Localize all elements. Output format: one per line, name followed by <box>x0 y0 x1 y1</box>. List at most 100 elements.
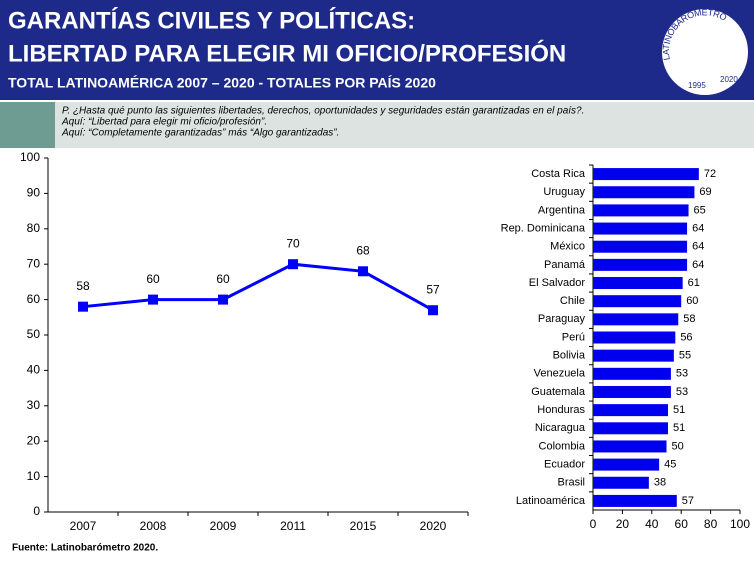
value-label: 57 <box>682 495 694 507</box>
y-tick-label: Ecuador <box>544 459 585 471</box>
bar <box>593 204 689 217</box>
value-label: 60 <box>146 272 160 286</box>
subtitle: TOTAL LATINOAMÉRICA 2007 – 2020 - TOTALE… <box>8 75 436 91</box>
source: Fuente: Latinobarómetro 2020. <box>12 543 158 554</box>
value-label: 68 <box>356 243 370 257</box>
bar <box>593 494 677 507</box>
y-tick-label: 50 <box>27 327 41 341</box>
y-tick-label: Costa Rica <box>531 168 586 180</box>
value-label: 64 <box>692 259 704 271</box>
x-tick-label: 0 <box>590 517 597 531</box>
y-tick-label: Panamá <box>544 259 586 271</box>
value-label: 50 <box>672 440 684 452</box>
value-label: 51 <box>673 422 685 434</box>
x-tick-label: 80 <box>704 517 718 531</box>
y-tick-label: Argentina <box>538 204 586 216</box>
logo-mark: MR <box>738 88 748 94</box>
x-tick-label: 2015 <box>350 519 377 533</box>
y-tick-label: Chile <box>560 295 585 307</box>
bar <box>593 367 671 380</box>
marker <box>358 266 368 277</box>
y-tick-label: 60 <box>27 292 41 306</box>
bar <box>593 349 674 362</box>
question-line: Aquí: “Libertad para elegir mi oficio/pr… <box>61 117 267 128</box>
value-label: 65 <box>694 204 706 216</box>
bar <box>593 258 688 271</box>
value-label: 53 <box>676 386 688 398</box>
bar <box>593 458 660 471</box>
y-tick-label: 10 <box>27 469 41 483</box>
y-tick-label: Bolivia <box>553 350 586 362</box>
value-label: 53 <box>676 368 688 380</box>
y-tick-label: 40 <box>27 363 41 377</box>
y-tick-label: Colombia <box>539 440 586 452</box>
line <box>82 262 434 312</box>
value-label: 72 <box>704 168 716 180</box>
x-tick-label: 2020 <box>420 519 447 533</box>
value-label: 57 <box>426 282 440 296</box>
logo-circle <box>660 7 750 97</box>
x-tick-label: 100 <box>730 517 750 531</box>
question-band <box>55 102 754 148</box>
bar <box>593 186 695 199</box>
value-label: 70 <box>286 236 300 250</box>
y-tick-label: Venezuela <box>534 368 586 380</box>
y-tick-label: Latinoamérica <box>516 495 586 507</box>
header-band <box>0 0 754 100</box>
bar <box>593 313 679 326</box>
value-label: 58 <box>76 279 90 293</box>
marker <box>78 301 88 312</box>
y-tick-label: 70 <box>27 256 41 270</box>
value-label: 38 <box>654 477 666 489</box>
y-tick-label: Perú <box>562 331 585 343</box>
y-tick-label: 20 <box>27 433 41 447</box>
x-tick-label: 2008 <box>140 519 167 533</box>
x-tick-label: 20 <box>616 517 630 531</box>
y-tick-label: Uruguay <box>543 186 585 198</box>
value-label: 60 <box>216 272 230 286</box>
y-tick-label: 30 <box>27 398 41 412</box>
bar <box>593 331 676 344</box>
value-label: 55 <box>679 350 691 362</box>
y-tick-label: Nicaragua <box>535 422 586 434</box>
marker <box>148 294 158 305</box>
y-tick-label: Honduras <box>537 404 585 416</box>
bar <box>593 385 671 398</box>
value-label: 45 <box>664 459 676 471</box>
logo: LATINOBARÓMETRO 1995 2020 MR <box>660 7 750 97</box>
title-line: GARANTÍAS CIVILES Y POLÍTICAS: <box>8 6 415 34</box>
y-tick-label: El Salvador <box>529 277 586 289</box>
logo-year: 2020 <box>720 75 738 84</box>
marker <box>288 259 298 270</box>
x-tick-label: 2009 <box>210 519 237 533</box>
bar <box>593 222 688 235</box>
question-tab <box>0 102 55 148</box>
y-tick-label: 90 <box>27 186 41 200</box>
bar <box>593 440 667 453</box>
y-tick-label: México <box>550 241 585 253</box>
value-label: 64 <box>692 222 704 234</box>
value-label: 60 <box>686 295 698 307</box>
value-label: 64 <box>692 241 704 253</box>
bar <box>593 422 668 435</box>
y-tick-label: 100 <box>20 150 40 164</box>
bar <box>593 404 668 417</box>
marker <box>218 294 228 305</box>
y-tick-label: 0 <box>33 504 40 518</box>
question-line: Aquí: “Completamente garantizadas” más “… <box>61 128 339 139</box>
x-tick-label: 60 <box>675 517 689 531</box>
x-tick-label: 40 <box>645 517 659 531</box>
x-tick-label: 2007 <box>70 519 97 533</box>
y-tick-label: Guatemala <box>531 386 586 398</box>
question-line: P. ¿Hasta qué punto las siguientes liber… <box>62 106 584 117</box>
bar <box>593 277 683 290</box>
value-label: 58 <box>683 313 695 325</box>
x-tick-label: 2011 <box>280 519 306 533</box>
y-tick-label: Paraguay <box>538 313 586 325</box>
value-label: 51 <box>673 404 685 416</box>
bar <box>593 295 682 308</box>
bar <box>593 476 649 489</box>
y-tick-label: Brasil <box>557 477 585 489</box>
value-label: 56 <box>680 331 692 343</box>
